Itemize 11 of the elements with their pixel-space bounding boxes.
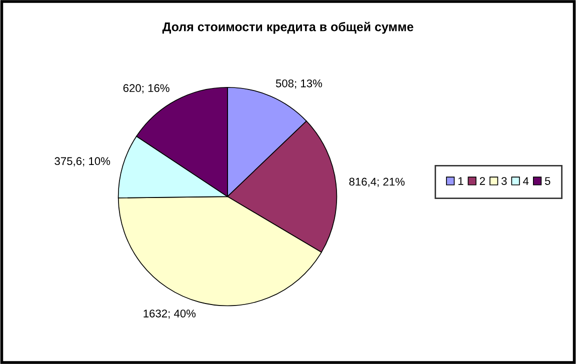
data-label: 375,6; 10%: [54, 157, 110, 166]
legend-label: 2: [480, 177, 485, 185]
legend-label: 3: [501, 177, 507, 185]
data-label: 620; 16%: [123, 84, 170, 94]
legend-label: 1: [458, 177, 464, 185]
legend-label: 4: [523, 177, 529, 185]
data-label: 508; 13%: [276, 79, 322, 89]
data-label: 1632; 40%: [144, 310, 196, 319]
chart-title: Доля стоимости кредита в общей сумме: [162, 22, 414, 34]
legend-label: 5: [544, 177, 550, 185]
data-label: 816,4; 21%: [349, 178, 405, 187]
